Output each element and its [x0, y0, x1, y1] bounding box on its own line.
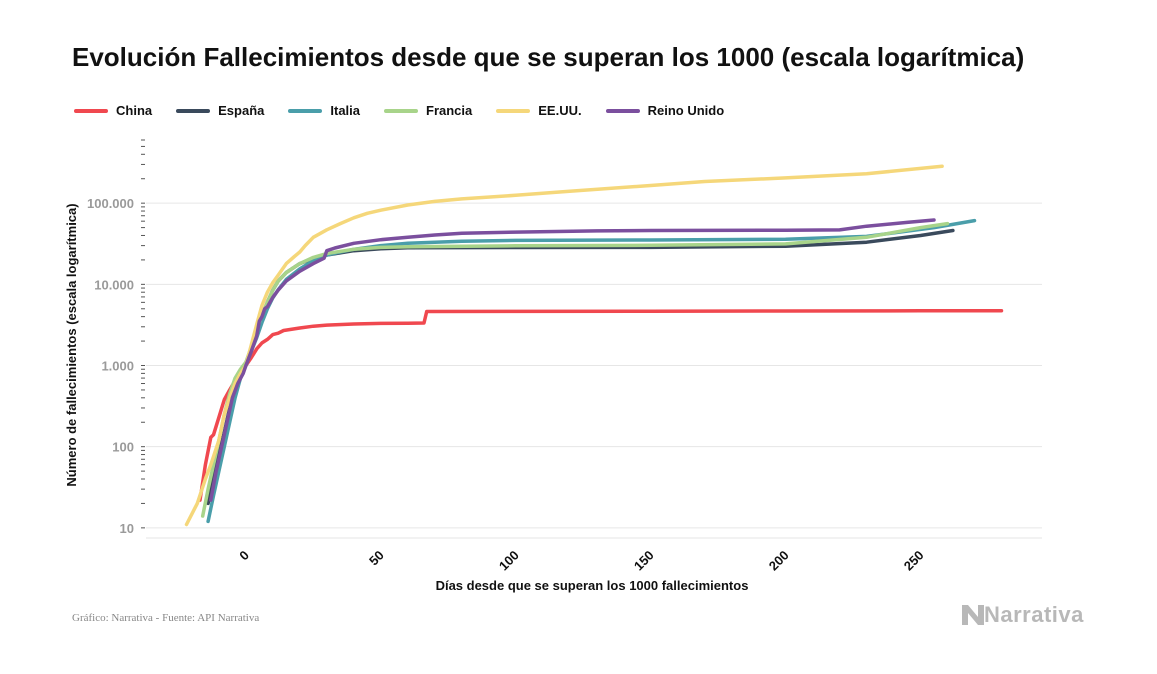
y-tick-label: 100.000	[87, 196, 134, 211]
y-tick-label: 10.000	[94, 277, 134, 292]
legend-swatch	[176, 108, 211, 113]
x-tick-label: 100	[496, 548, 522, 574]
legend-label: EE.UU.	[538, 103, 582, 118]
legend-swatch	[288, 108, 323, 113]
x-tick-label: 250	[901, 548, 927, 574]
x-tick-label: 0	[236, 548, 252, 564]
legend-item: China	[74, 103, 152, 118]
series-line-italia	[206, 218, 977, 524]
y-tick-label: 100	[112, 440, 134, 455]
series-line-reino-unido	[209, 218, 936, 502]
y-tick-labels: 10 100 1.000 10.000 100.000	[87, 196, 134, 536]
legend-item: Francia	[384, 103, 472, 118]
legend-swatch	[605, 108, 640, 113]
y-tick-label: 10	[120, 521, 134, 536]
y-minor-ticks	[141, 139, 145, 529]
grid-lines	[146, 202, 1042, 539]
chart-legend: China España Italia Francia EE.UU. Reino Unid…	[74, 103, 748, 118]
legend-item: Reino Unido	[605, 103, 725, 118]
legend-item: EE.UU.	[496, 103, 582, 118]
legend-swatch	[74, 108, 108, 113]
series-line-francia	[200, 221, 950, 518]
chart-title: Evolución Fallecimientos desde que se su…	[72, 42, 1025, 72]
series-lines	[184, 164, 1004, 527]
source-note: Gráfico: Narrativa - Fuente: API Narrati…	[72, 612, 260, 624]
y-tick-label: 1.000	[101, 359, 134, 374]
series-line-espa-a	[206, 228, 955, 506]
legend-label: España	[218, 103, 265, 118]
legend-swatch	[496, 108, 531, 113]
y-axis-label: Número de fallecimientos (escala logarít…	[64, 203, 79, 486]
x-tick-label: 50	[366, 548, 387, 569]
series-line-ee-uu-	[184, 164, 944, 527]
legend-label: Francia	[426, 103, 473, 118]
legend-label: Italia	[330, 103, 360, 118]
legend-item: Italia	[288, 103, 360, 118]
series-line-china	[198, 308, 1004, 502]
narrativa-logo-icon	[962, 605, 984, 625]
x-tick-label: 150	[631, 548, 657, 574]
legend-label: Reino Unido	[647, 103, 725, 118]
narrativa-logo: Narrativa	[962, 602, 1084, 628]
x-tick-labels: 0 50 100 150 200 250	[236, 548, 926, 574]
legend-swatch	[384, 108, 418, 113]
logo-text: Narrativa	[984, 602, 1084, 627]
legend-label: China	[116, 103, 153, 118]
legend-item: España	[176, 103, 264, 118]
x-tick-label: 200	[766, 548, 792, 574]
x-axis-label: Días desde que se superan los 1000 falle…	[436, 578, 749, 593]
